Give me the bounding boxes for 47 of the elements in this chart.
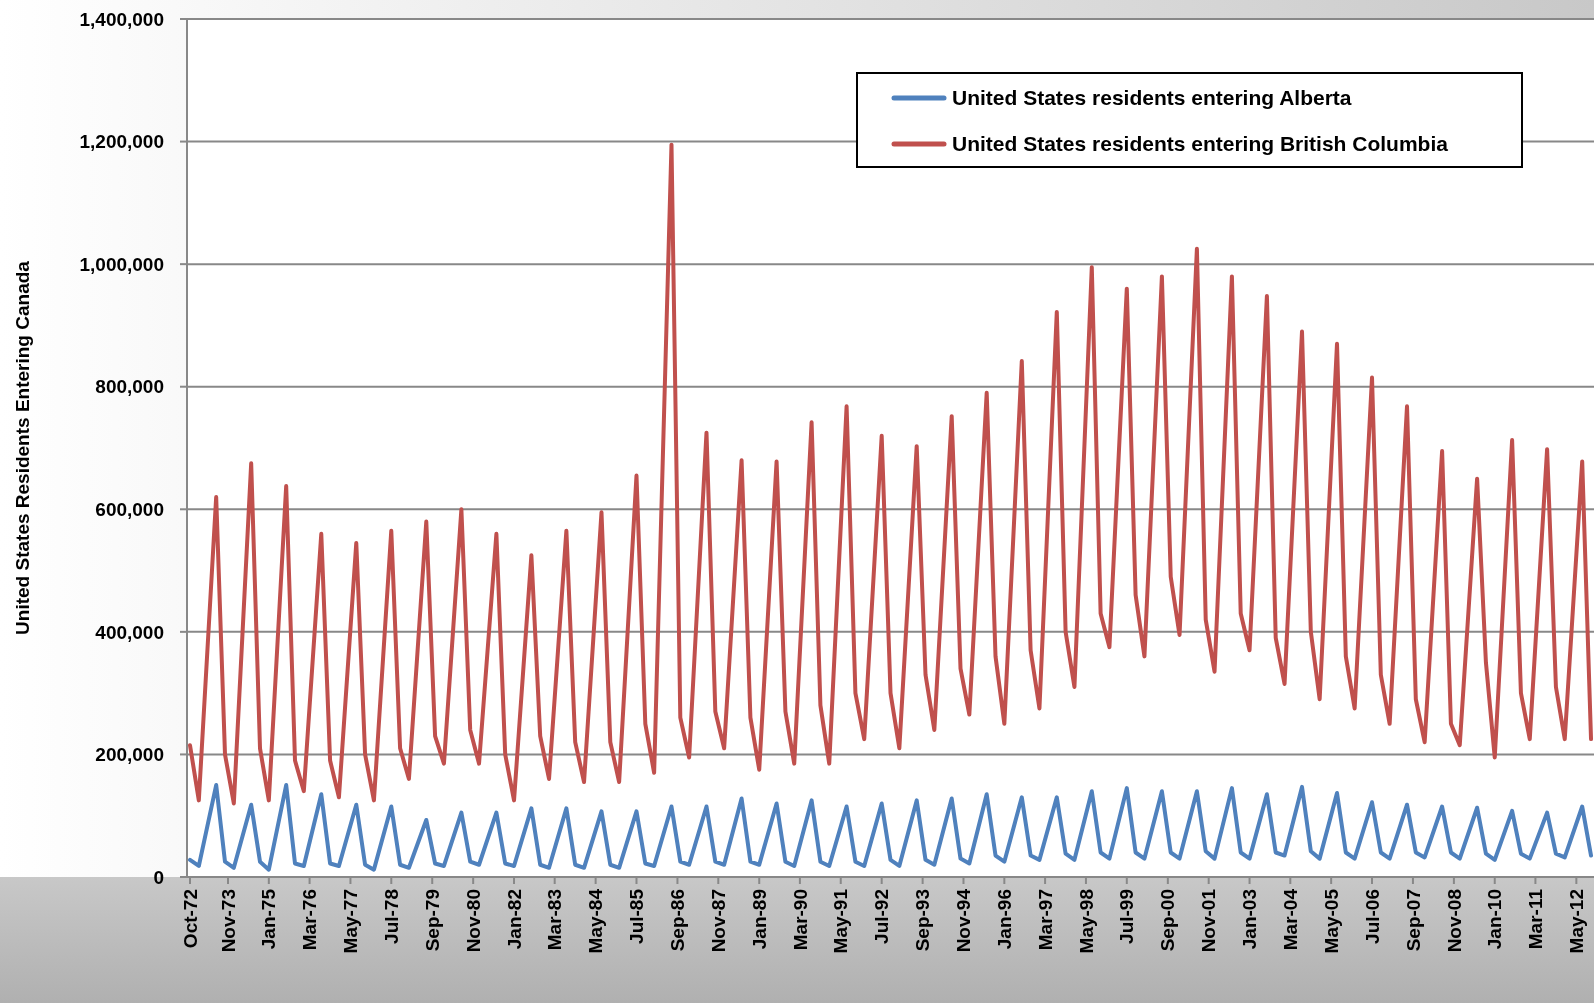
x-tick-label: Sep-07 (1402, 889, 1424, 952)
y-tick-label: 400,000 (95, 621, 164, 643)
x-tick-label: Nov-73 (217, 889, 239, 953)
x-tick-label: Nov-08 (1443, 889, 1465, 953)
x-tick-label: Jul-99 (1116, 889, 1138, 944)
x-tick-label: Sep-93 (912, 889, 934, 952)
x-tick-label: May-84 (585, 888, 607, 954)
x-tick-label: Mar-04 (1279, 888, 1301, 951)
x-tick-label: May-05 (1320, 888, 1342, 954)
x-tick-label: Jan-75 (258, 888, 280, 950)
y-tick-label: 1,000,000 (79, 253, 164, 275)
x-tick-label: Jan-89 (748, 889, 770, 950)
y-tick-label: 1,200,000 (79, 131, 164, 153)
legend-label: United States residents entering Alberta (952, 86, 1352, 110)
y-tick-label: 1,400,000 (79, 8, 164, 30)
x-tick-label: Jul-06 (1361, 889, 1383, 944)
x-tick-label: Jan-82 (503, 889, 525, 950)
legend-label: United States residents entering British Columbia (952, 132, 1449, 156)
x-tick-label: Jan-96 (993, 889, 1015, 950)
x-tick-label: May-12 (1566, 889, 1588, 954)
y-tick-label: 0 (153, 866, 164, 888)
x-tick-label: Jan-10 (1484, 889, 1506, 950)
x-tick-label: Oct-72 (179, 889, 201, 949)
x-tick-label: May-98 (1075, 889, 1097, 954)
x-tick-label: Mar-90 (789, 889, 811, 951)
x-tick-label: Jan-03 (1239, 889, 1261, 950)
x-tick-label: Nov-94 (953, 888, 975, 953)
x-tick-label: Nov-01 (1198, 888, 1220, 953)
y-tick-label: 800,000 (95, 376, 164, 398)
x-tick-label: Mar-97 (1034, 889, 1056, 951)
x-tick-label: Jul-85 (626, 888, 648, 944)
x-tick-label: Mar-83 (544, 889, 566, 951)
x-tick-label: Sep-00 (1157, 889, 1179, 952)
y-tick-label: 200,000 (95, 744, 164, 766)
x-tick-label: Nov-80 (462, 889, 484, 953)
x-tick-label: Mar-76 (299, 889, 321, 951)
line-series (188, 783, 1594, 872)
y-axis-title: United States Residents Entering Canada (11, 260, 33, 635)
x-tick-label: Sep-79 (421, 889, 443, 952)
x-tick-label: Sep-86 (667, 889, 689, 952)
x-tick-label: May-91 (830, 888, 852, 954)
x-tick-label: Jul-92 (871, 889, 893, 944)
x-tick-label: Nov-87 (707, 889, 729, 953)
x-tick-label: May-77 (340, 889, 362, 954)
x-tick-label: Jul-78 (380, 889, 402, 944)
y-tick-label: 600,000 (95, 498, 164, 520)
x-tick-label: Mar-11 (1525, 888, 1547, 950)
